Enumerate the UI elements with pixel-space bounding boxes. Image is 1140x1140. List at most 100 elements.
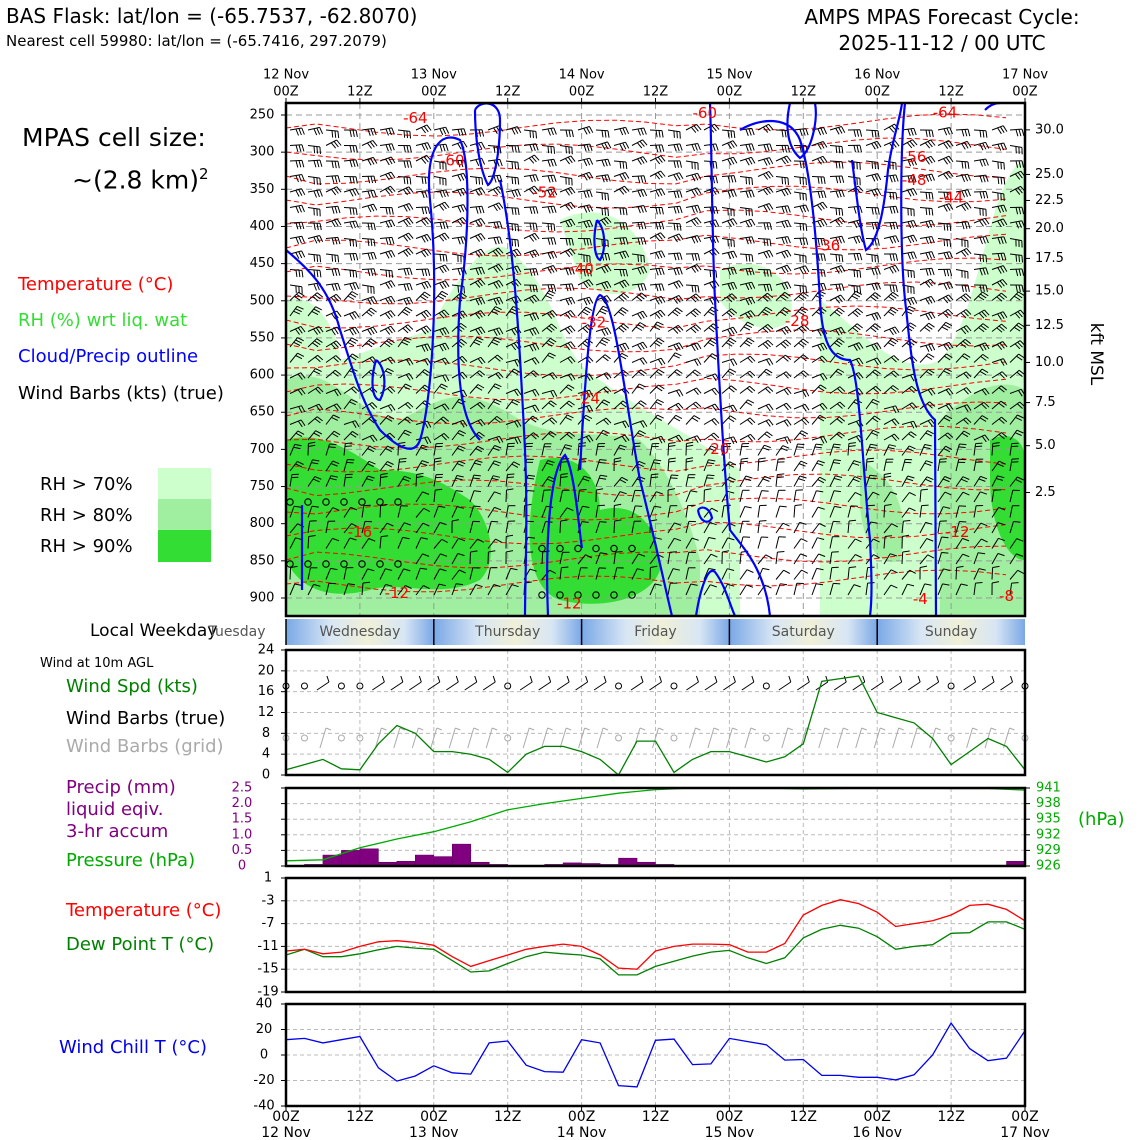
wind-barb-feather [601, 175, 605, 183]
wind-barb-feather [329, 477, 337, 481]
wind-barb-feather [694, 343, 699, 351]
wind-barb-feather [328, 446, 336, 448]
wind-barb-feather [406, 359, 411, 366]
wind-barb [685, 537, 693, 549]
wind-barb-feather [710, 434, 717, 440]
wind-barb-feather [894, 433, 900, 440]
wind-barb [379, 474, 382, 487]
wind-barb [451, 430, 460, 441]
wind-barb [343, 583, 349, 596]
wind-barb-feather [673, 354, 680, 359]
wind-barb-feather [295, 339, 303, 344]
wind-barb-feather [822, 156, 828, 163]
wind-barb-feather [452, 519, 460, 522]
wind-barb-feather [621, 476, 629, 481]
wind-barb-feather [658, 251, 663, 259]
wind-barb-feather [856, 323, 864, 329]
wind-barb-feather [571, 238, 574, 246]
wind-barb-feather [747, 399, 755, 404]
wind-barb-feather [316, 338, 323, 344]
wind-barb [361, 505, 365, 518]
wind-barb-feather [762, 343, 769, 349]
wind-barb-feather [583, 417, 591, 422]
wind-barb-feather [817, 204, 823, 211]
wind-barb-feather [927, 389, 933, 396]
wind-barb-feather [369, 357, 375, 364]
wind-barb [433, 568, 441, 580]
wind-barb-feather [625, 250, 630, 258]
wind-barb-feather [477, 538, 484, 543]
wind-barb-feather [979, 254, 982, 262]
wind-barb-feather [333, 342, 339, 348]
wind-barb [955, 338, 966, 348]
wind-barb-feather [1017, 311, 1023, 318]
wind-barb-feather [337, 255, 340, 263]
wind-barb-feather [298, 291, 305, 297]
precip-tick-label: 1.5 [232, 812, 253, 827]
wind-barb-feather [979, 130, 982, 138]
wind-barb-feather [295, 128, 299, 136]
wind-barb-feather [910, 128, 914, 136]
wind-barb-feather [763, 144, 767, 152]
wind-barb-feather [873, 343, 879, 351]
wind-barb-feather [958, 446, 966, 448]
wind-barb-feather [570, 356, 576, 363]
wind-barb-feather [588, 172, 594, 179]
wind-barb [955, 353, 965, 363]
wind-barb [307, 416, 318, 425]
wind-barb [775, 490, 779, 503]
wind-barb [775, 371, 787, 379]
wind-barb [865, 267, 878, 270]
wind-barb-feather [298, 406, 303, 413]
wind-barb-feather [403, 308, 411, 314]
wind-barb-feather [817, 128, 822, 136]
wind-barb-feather [833, 459, 841, 462]
wind-barb-feather [925, 313, 930, 321]
wind-barb [343, 399, 352, 410]
wind-barb [973, 491, 981, 503]
wind-barb [577, 434, 590, 441]
grid-wind-barb-feather [880, 727, 886, 731]
wind-barb [415, 176, 429, 178]
wind-barb [433, 474, 437, 487]
wind-barb-feather [313, 254, 316, 262]
wind-barb-feather [639, 430, 646, 435]
wind-barb [541, 323, 552, 332]
wind-barb-feather [475, 459, 483, 463]
wind-barb-feather [637, 206, 641, 214]
wind-barb [811, 402, 823, 410]
wind-barb-feather [387, 172, 393, 180]
wind-barb-feather [693, 295, 699, 301]
wind-barb-feather [961, 204, 967, 211]
wind-barb-feather [331, 188, 337, 196]
grid-wind-barb [818, 727, 826, 749]
wind-barb-feather [960, 342, 967, 348]
wind-barb-feather [585, 306, 593, 312]
wind-barb-feather [849, 519, 857, 522]
wind-barb [325, 369, 336, 379]
wind-barb-feather [763, 173, 768, 180]
wind-barb-feather [944, 355, 951, 361]
wind-barb-feather [570, 248, 576, 255]
wind-barb [847, 284, 860, 287]
wind-barb-feather [494, 506, 502, 511]
wind-barb-feather [966, 248, 972, 255]
wind-barb-feather [841, 236, 845, 243]
wind-barb-feather [351, 328, 357, 335]
wind-barb [289, 419, 302, 425]
wind-barb [415, 522, 424, 534]
wind-barb-feather [409, 297, 414, 304]
wind-barb-feather [550, 175, 554, 183]
wind-barbs-true-label: Wind Barbs (true) [66, 708, 226, 729]
wind-barb [811, 443, 817, 456]
wind-barb-feather [529, 285, 532, 293]
wind-barb [505, 265, 518, 270]
wind-barb-feather [366, 311, 373, 317]
wind-barb-feather [943, 269, 947, 277]
wind-barb [973, 538, 982, 549]
wind-barb-feather [566, 433, 573, 439]
wind-barb [937, 459, 941, 472]
wind-barb-feather [926, 324, 933, 330]
wind-barb-feather [889, 444, 897, 447]
wind-barb-feather [480, 326, 486, 334]
